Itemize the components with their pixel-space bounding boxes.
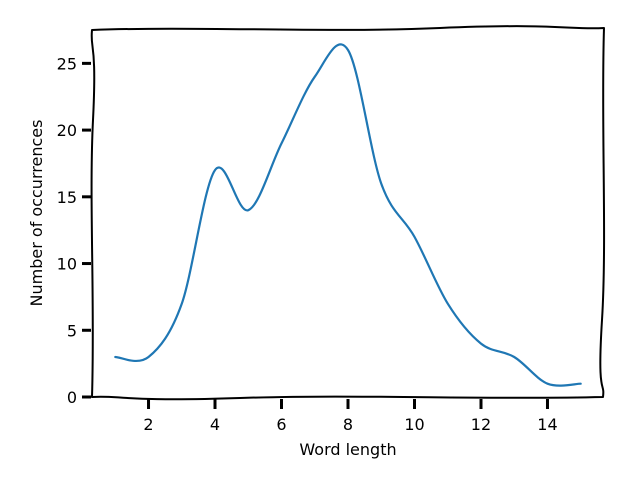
x-tick-label: 6 bbox=[276, 415, 286, 434]
series-layer bbox=[114, 43, 582, 387]
y-axis-label: Number of occurrences bbox=[27, 120, 46, 307]
x-tick-label: 10 bbox=[404, 415, 424, 434]
y-tick-label: 20 bbox=[57, 121, 77, 140]
x-tick-label: 14 bbox=[537, 415, 557, 434]
y-tick-label: 15 bbox=[57, 188, 77, 207]
plot-frame bbox=[90, 25, 606, 401]
x-tick-label: 2 bbox=[143, 415, 153, 434]
y-axis-ticks: 0 5 10 15 20 25 bbox=[57, 54, 91, 407]
x-tick-label: 12 bbox=[471, 415, 491, 434]
y-tick-label: 0 bbox=[67, 388, 77, 407]
y-tick-label: 25 bbox=[57, 54, 77, 73]
x-axis-ticks: 2 4 6 8 10 12 14 bbox=[143, 399, 558, 434]
series-line bbox=[114, 43, 582, 387]
x-tick-label: 8 bbox=[343, 415, 353, 434]
y-tick-label: 5 bbox=[67, 321, 77, 340]
x-axis-label: Word length bbox=[299, 440, 396, 459]
x-tick-label: 4 bbox=[210, 415, 220, 434]
y-tick-label: 10 bbox=[57, 255, 77, 274]
